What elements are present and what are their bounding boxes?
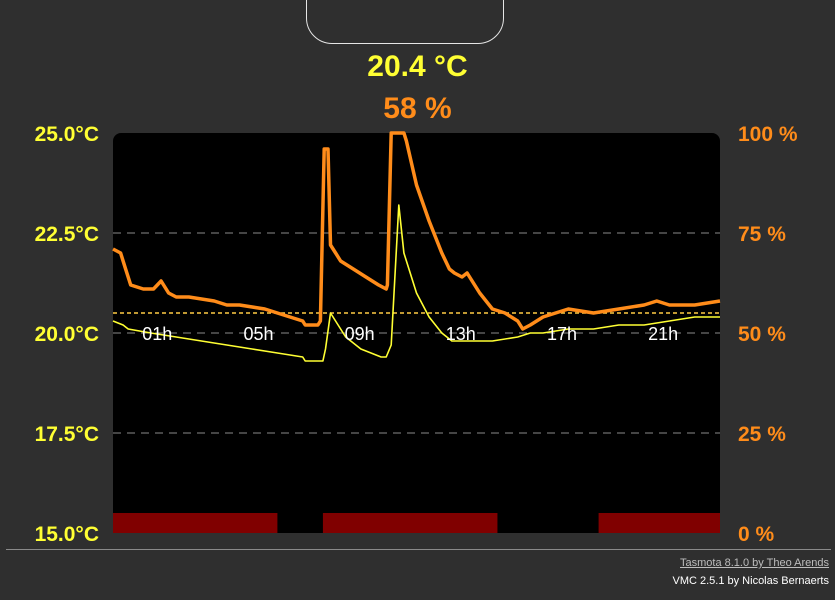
y-left-tick-label-2: 20.0°C bbox=[35, 323, 99, 346]
x-tick-label-2: 09h bbox=[345, 324, 375, 344]
schedule-band-0 bbox=[113, 513, 278, 533]
y-right-tick-label-1: 25 % bbox=[738, 423, 786, 446]
x-tick-label-3: 13h bbox=[446, 324, 476, 344]
y-left-tick-label-3: 22.5°C bbox=[35, 223, 99, 246]
temperature-series-line bbox=[112, 204, 720, 362]
x-tick-labels: 01h 05h 09h 13h 17h 21h bbox=[142, 324, 678, 344]
y-left-tick-label-1: 17.5°C bbox=[35, 423, 99, 446]
y-left-tick-label-0: 15.0°C bbox=[35, 523, 99, 545]
y-left-tick-label-4: 25.0°C bbox=[35, 123, 99, 146]
x-tick-label-0: 01h bbox=[142, 324, 172, 344]
y-right-tick-label-4: 100 % bbox=[738, 123, 798, 146]
footer-divider bbox=[6, 549, 831, 550]
x-tick-label-1: 05h bbox=[243, 324, 273, 344]
schedule-band-1 bbox=[322, 513, 498, 533]
y-left-tick-labels: 15.0°C 17.5°C 20.0°C 22.5°C 25.0°C bbox=[35, 123, 99, 545]
schedule-band-2 bbox=[598, 513, 720, 533]
y-right-tick-label-0: 0 % bbox=[738, 523, 775, 545]
x-tick-label-4: 17h bbox=[547, 324, 577, 344]
humidity-reading: 58 % bbox=[383, 92, 452, 125]
vmc-credit: VMC 2.5.1 by Nicolas Bernaerts bbox=[672, 575, 829, 587]
history-chart: 01h 05h 09h 13h 17h 21h 15.0°C 17.5°C 20.0°C 22.… bbox=[35, 123, 798, 545]
grid-lines bbox=[113, 232, 720, 434]
temperature-reading: 20.4 °C bbox=[367, 50, 468, 83]
y-right-tick-label-3: 75 % bbox=[738, 223, 786, 246]
top-menu-button[interactable] bbox=[306, 0, 504, 44]
x-tick-label-5: 21h bbox=[648, 324, 678, 344]
y-right-tick-label-2: 50 % bbox=[738, 323, 786, 346]
y-right-tick-labels: 0 % 25 % 50 % 75 % 100 % bbox=[738, 123, 798, 545]
tasmota-credit-link[interactable]: Tasmota 8.1.0 by Theo Arends bbox=[680, 557, 829, 569]
series-lines bbox=[112, 131, 721, 362]
schedule-bands bbox=[113, 513, 720, 533]
humidity-series-line bbox=[112, 131, 721, 331]
